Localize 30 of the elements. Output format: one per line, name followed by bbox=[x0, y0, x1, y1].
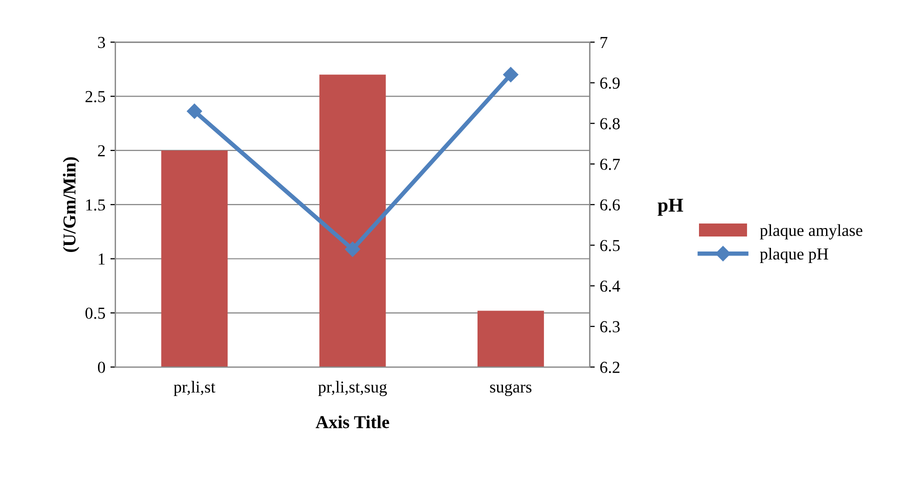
legend-label: plaque amylase bbox=[760, 224, 862, 240]
y2-tick-label: 6.9 bbox=[600, 78, 620, 89]
y-axis-title: (U/Gm/Min) bbox=[62, 157, 80, 252]
point bbox=[186, 104, 202, 119]
y-tick-label: 0 bbox=[98, 362, 106, 373]
point bbox=[503, 67, 518, 82]
y2-axis-title: pH bbox=[658, 198, 684, 216]
point bbox=[345, 242, 360, 257]
y2-tick-label: 6.6 bbox=[600, 199, 620, 211]
y-tick-label: 0.5 bbox=[85, 308, 105, 319]
bar bbox=[161, 150, 228, 368]
y2-tick-label: 6.8 bbox=[600, 118, 620, 130]
x-tick-label: pr,li,st bbox=[174, 380, 216, 396]
y2-tick-label: 6.5 bbox=[600, 240, 620, 252]
y-tick-label: 2 bbox=[98, 145, 105, 156]
y2-tick-label: 7 bbox=[600, 37, 608, 48]
bar bbox=[319, 74, 386, 368]
y-tick-label: 2.5 bbox=[86, 91, 105, 102]
x-tick-label: sugars bbox=[490, 384, 532, 396]
bar bbox=[478, 310, 544, 368]
y2-tick-label: 6.2 bbox=[600, 362, 620, 374]
y-tick-label: 1.5 bbox=[86, 199, 105, 211]
y2-tick-label: 6.3 bbox=[600, 321, 620, 332]
y2-tick-label: 6.7 bbox=[600, 158, 620, 170]
x-tick-label: pr,li,st,sug bbox=[318, 380, 387, 396]
y2-tick-label: 6.4 bbox=[600, 280, 620, 292]
y-tick-label: 3 bbox=[98, 36, 105, 48]
y-tick-label: 1 bbox=[98, 254, 105, 265]
x-axis-title: Axis Title bbox=[316, 416, 390, 428]
legend-label: plaque pH bbox=[760, 248, 828, 263]
